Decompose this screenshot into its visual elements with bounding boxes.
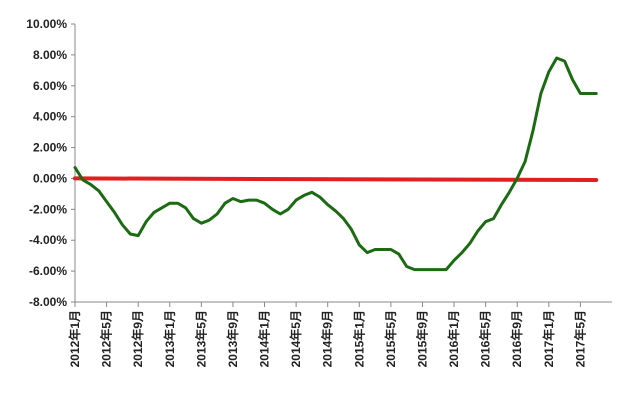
y-tick-label: -4.00%: [29, 233, 67, 247]
x-tick-label: 2015年5月: [383, 310, 398, 367]
y-tick-label: 2.00%: [33, 141, 67, 155]
y-axis: 10.00% 8.00% 6.00% 4.00% 2.00% 0.00% -2.00% -4.…: [26, 17, 76, 309]
x-tick-label: 2014年5月: [288, 310, 303, 367]
x-tick-label: 2014年9月: [320, 310, 335, 367]
y-tick-label: 4.00%: [33, 110, 67, 124]
x-tick-label: 2017年1月: [541, 310, 556, 367]
y-tick-label: -8.00%: [29, 295, 67, 309]
y-tick-label: 6.00%: [33, 79, 67, 93]
x-tick-label: 2012年9月: [130, 310, 145, 367]
x-axis: 2012年1月 2012年5月 2012年9月 2013年1月 2013年5月 2013年…: [67, 301, 612, 367]
y-tick-label: 10.00%: [26, 17, 67, 31]
x-tick-label: 2012年1月: [67, 310, 82, 367]
x-tick-label: 2013年5月: [193, 310, 208, 367]
x-tick-label: 2016年5月: [478, 310, 493, 367]
y-tick-label: -6.00%: [29, 264, 67, 278]
x-tick-label: 2013年9月: [225, 310, 240, 367]
y-tick-label: -2.00%: [29, 202, 67, 216]
x-tick-label: 2012年5月: [99, 310, 114, 367]
y-tick-label: 0.00%: [33, 171, 67, 185]
x-tick-label: 2015年9月: [414, 310, 429, 367]
x-tick-label: 2015年1月: [351, 310, 366, 367]
x-tick-label: 2016年1月: [446, 310, 461, 367]
x-tick-label: 2016年9月: [509, 310, 524, 367]
series-layer: [73, 56, 599, 272]
x-tick-label: 2014年1月: [257, 310, 272, 367]
zero-reference-line: [73, 176, 599, 182]
x-tick-label: 2017年5月: [572, 310, 587, 367]
series-line: [73, 56, 598, 272]
x-tick-label: 2013年1月: [162, 310, 177, 367]
y-tick-label: 8.00%: [33, 48, 67, 62]
